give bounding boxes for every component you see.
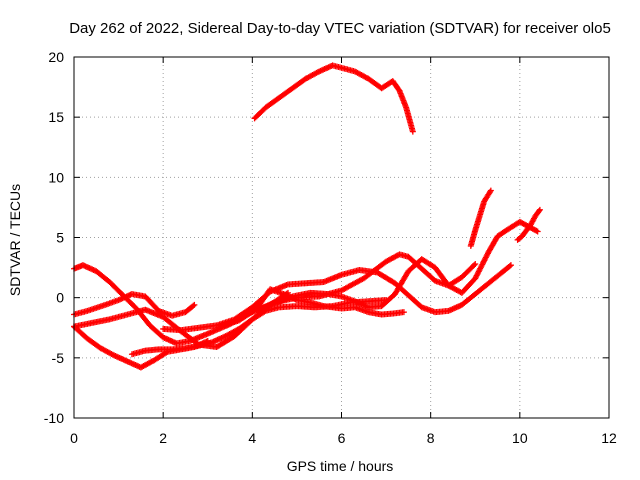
data-point <box>506 263 513 270</box>
series-arc-high <box>251 62 416 135</box>
x-tick-label: 8 <box>427 430 435 446</box>
data-point <box>109 351 116 358</box>
data-point <box>534 228 541 235</box>
data-point <box>507 262 514 269</box>
data-point <box>536 206 543 213</box>
x-tick-label: 4 <box>248 430 256 446</box>
data-point <box>400 309 407 316</box>
data-point <box>314 69 321 76</box>
chart-title: Day 262 of 2022, Sidereal Day-to-day VTE… <box>69 20 611 37</box>
grid <box>74 57 609 418</box>
axis-ticks: 0 2 4 6 8 10 12 -10 -5 0 5 10 15 20 <box>44 49 617 446</box>
data-point <box>487 187 494 194</box>
data-point <box>471 262 478 269</box>
x-tick-label: 2 <box>159 430 167 446</box>
y-tick-label: 5 <box>56 230 64 246</box>
data-point <box>191 301 198 308</box>
data-point <box>536 208 543 215</box>
x-axis-label: GPS time / hours <box>287 458 394 474</box>
data-point <box>472 260 479 267</box>
series-arc-2 <box>71 291 198 319</box>
x-tick-label: 6 <box>338 430 346 446</box>
x-tick-label: 10 <box>512 430 528 446</box>
y-tick-label: -10 <box>44 410 64 426</box>
series-arc-10 <box>514 206 543 243</box>
y-tick-label: 15 <box>48 109 64 125</box>
y-tick-label: 0 <box>56 290 64 306</box>
y-tick-label: -5 <box>52 350 65 366</box>
y-tick-label: 10 <box>48 169 64 185</box>
y-axis-label: SDTVAR / TECUs <box>7 184 23 296</box>
series-arc-8 <box>253 218 541 313</box>
y-tick-label: 20 <box>48 49 64 65</box>
series-arc-9 <box>467 187 494 249</box>
data-point <box>533 227 540 234</box>
x-tick-label: 0 <box>70 430 78 446</box>
data-marks <box>71 62 543 371</box>
data-point <box>190 302 197 309</box>
data-point <box>409 128 416 135</box>
x-tick-label: 12 <box>601 430 617 446</box>
